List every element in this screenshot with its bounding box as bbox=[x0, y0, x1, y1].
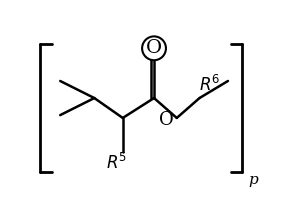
Text: O: O bbox=[146, 39, 162, 57]
Text: $R^6$: $R^6$ bbox=[199, 75, 220, 95]
Text: p: p bbox=[249, 173, 258, 187]
Text: O: O bbox=[159, 111, 173, 129]
Text: $R^5$: $R^5$ bbox=[107, 153, 128, 173]
